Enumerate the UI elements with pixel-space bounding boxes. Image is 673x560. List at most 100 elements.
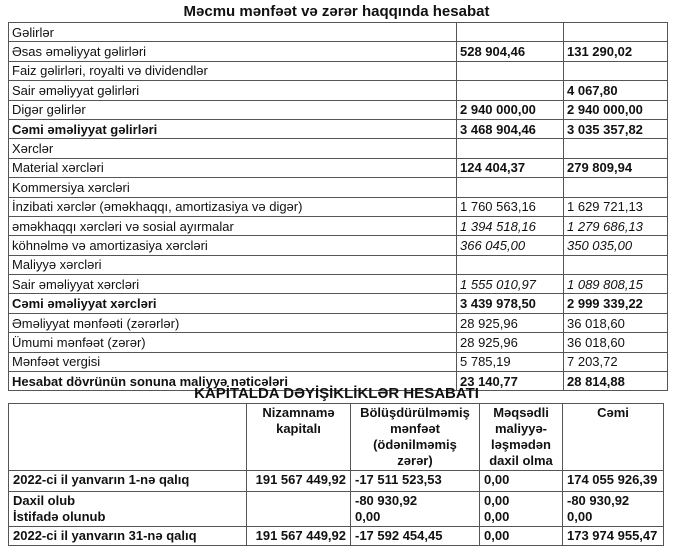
header-cell: Məqsədli maliyyə-ləşmədən daxil olma — [479, 403, 563, 471]
value-current — [456, 177, 564, 198]
value-current: 1 394 518,16 — [456, 215, 564, 237]
table-row: Material xərcləri 124 404,37 279 809,94 — [8, 157, 668, 179]
row-label: Mənfəət vergisi — [8, 351, 457, 373]
row-label: Cəmi əməliyyat xərcləri — [8, 293, 457, 314]
table-row: Kommersiya xərcləri — [8, 177, 668, 198]
row-label: Ümumi mənfəət (zərər) — [8, 332, 457, 353]
table-row: köhnəlmə və amortizasiya xərcləri 366 045… — [8, 235, 668, 256]
table-header-row: Nizamnamə kapitalı Bölüşdürülməmiş mənfə… — [8, 403, 664, 471]
table-row: Gəlirlər — [8, 21, 668, 43]
row-label: 2022-ci il yanvarın 1-nə qalıq — [8, 470, 247, 492]
value-cell: 173 974 955,47 — [562, 526, 664, 546]
table-row: Sair əməliyyat gəlirləri 4 067,80 — [8, 80, 668, 101]
value-cell: 0,00 — [479, 526, 563, 546]
equity-statement-title: KAPİTALDA DƏYİŞİKLİKLƏR HESABATI — [194, 385, 479, 402]
row-label: Xərclər — [8, 138, 457, 159]
value-current — [456, 21, 564, 43]
header-cell: Cəmi — [562, 403, 664, 471]
header-cell: Nizamnamə kapitalı — [246, 403, 351, 471]
value-previous: 4 067,80 — [563, 80, 668, 101]
table-row: Cəmi əməliyyat gəlirləri 3 468 904,46 3 03… — [8, 118, 668, 140]
row-label: Əsas əməliyyat gəlirləri — [8, 41, 457, 62]
value-previous — [563, 60, 668, 82]
row-label: Maliyyə xərcləri — [8, 254, 457, 276]
row-label: Gəlirlər — [8, 21, 457, 43]
value-cell: 0,00 0,00 — [479, 491, 563, 527]
value-cell: -17 511 523,53 — [350, 470, 480, 492]
table-row: Daxil olub İstifadə olunub -80 930,92 0,0… — [8, 491, 664, 527]
value-previous: 3 035 357,82 — [563, 118, 668, 140]
row-label: Kommersiya xərcləri — [8, 177, 457, 198]
value-current: 528 904,46 — [456, 41, 564, 62]
value-previous: 7 203,72 — [563, 351, 668, 373]
income-statement-table: Gəlirlər Əsas əməliyyat gəlirləri 528 904,… — [8, 21, 668, 392]
value-current: 28 925,96 — [456, 312, 564, 334]
value-previous: 350 035,00 — [563, 235, 668, 256]
row-label: Sair əməliyyat xərcləri — [8, 274, 457, 295]
table-row: Xərclər — [8, 138, 668, 159]
value-previous: 2 940 000,00 — [563, 99, 668, 120]
value-previous: 36 018,60 — [563, 332, 668, 353]
row-label: Cəmi əməliyyat gəlirləri — [8, 118, 457, 140]
value-previous — [563, 177, 668, 198]
row-label: Daxil olub İstifadə olunub — [8, 491, 247, 527]
equity-statement-table: Nizamnamə kapitalı Bölüşdürülməmiş mənfə… — [8, 403, 664, 546]
table-row: Sair əməliyyat xərcləri 1 555 010,97 1 089… — [8, 274, 668, 295]
table-row: Əsas əməliyyat gəlirləri 528 904,46 131 29… — [8, 41, 668, 62]
table-row: Faiz gəlirləri, royalti və dividendlər — [8, 60, 668, 82]
table-row: Mənfəət vergisi 5 785,19 7 203,72 — [8, 351, 668, 373]
table-row: Ümumi mənfəət (zərər) 28 925,96 36 018,60 — [8, 332, 668, 353]
row-label: Faiz gəlirləri, royalti və dividendlər — [8, 60, 457, 82]
row-label: Hesabat dövrünün sonuna maliyyə nəticələ… — [8, 371, 457, 392]
row-label: Sair əməliyyat gəlirləri — [8, 80, 457, 101]
table-row: 2022-ci il yanvarın 31-nə qalıq 191 567 4… — [8, 526, 664, 546]
value-previous: 1 279 686,13 — [563, 215, 668, 237]
value-cell: -17 592 454,45 — [350, 526, 480, 546]
value-cell: -80 930,92 0,00 — [562, 491, 664, 527]
table-row: Maliyyə xərcləri — [8, 254, 668, 276]
table-row: Əməliyyat mənfəəti (zərərlər) 28 925,96 36… — [8, 312, 668, 334]
value-previous: 36 018,60 — [563, 312, 668, 334]
value-current — [456, 80, 564, 101]
value-cell: 191 567 449,92 — [246, 470, 351, 492]
value-current: 1 555 010,97 — [456, 274, 564, 295]
value-previous — [563, 254, 668, 276]
table-row: İnzibati xərclər (əməkhaqqı, amortizasiy… — [8, 196, 668, 217]
value-cell: -80 930,92 0,00 — [350, 491, 480, 527]
header-cell: Bölüşdürülməmiş mənfəət (ödənilməmiş zər… — [350, 403, 480, 471]
value-current — [456, 60, 564, 82]
value-current: 28 925,96 — [456, 332, 564, 353]
value-previous — [563, 138, 668, 159]
table-row: əməkhaqqı xərcləri və sosial ayırmalar 1 … — [8, 215, 668, 237]
header-cell — [8, 403, 247, 471]
value-cell: 191 567 449,92 — [246, 526, 351, 546]
row-label: Əməliyyat mənfəəti (zərərlər) — [8, 312, 457, 334]
value-current: 2 940 000,00 — [456, 99, 564, 120]
value-cell: 174 055 926,39 — [562, 470, 664, 492]
income-statement-title: Məcmu mənfəət və zərər haqqında hesabat — [183, 3, 490, 20]
value-previous: 28 814,88 — [563, 371, 668, 392]
value-previous — [563, 21, 668, 43]
table-row: Digər gəlirlər 2 940 000,00 2 940 000,00 — [8, 99, 668, 120]
value-previous: 1 629 721,13 — [563, 196, 668, 217]
row-label: İnzibati xərclər (əməkhaqqı, amortizasiy… — [8, 196, 457, 217]
row-label: köhnəlmə və amortizasiya xərcləri — [8, 235, 457, 256]
value-current: 1 760 563,16 — [456, 196, 564, 217]
value-previous: 279 809,94 — [563, 157, 668, 179]
value-previous: 131 290,02 — [563, 41, 668, 62]
value-current — [456, 138, 564, 159]
value-current: 366 045,00 — [456, 235, 564, 256]
value-cell — [246, 491, 351, 527]
value-current — [456, 254, 564, 276]
table-row: Cəmi əməliyyat xərcləri 3 439 978,50 2 999… — [8, 293, 668, 314]
row-label: 2022-ci il yanvarın 31-nə qalıq — [8, 526, 247, 546]
value-current: 3 468 904,46 — [456, 118, 564, 140]
table-row: Hesabat dövrünün sonuna maliyyə nəticələ… — [8, 371, 668, 392]
row-label: Material xərcləri — [8, 157, 457, 179]
row-label: Digər gəlirlər — [8, 99, 457, 120]
value-current: 3 439 978,50 — [456, 293, 564, 314]
row-label: əməkhaqqı xərcləri və sosial ayırmalar — [8, 215, 457, 237]
value-current: 5 785,19 — [456, 351, 564, 373]
value-previous: 1 089 808,15 — [563, 274, 668, 295]
value-cell: 0,00 — [479, 470, 563, 492]
